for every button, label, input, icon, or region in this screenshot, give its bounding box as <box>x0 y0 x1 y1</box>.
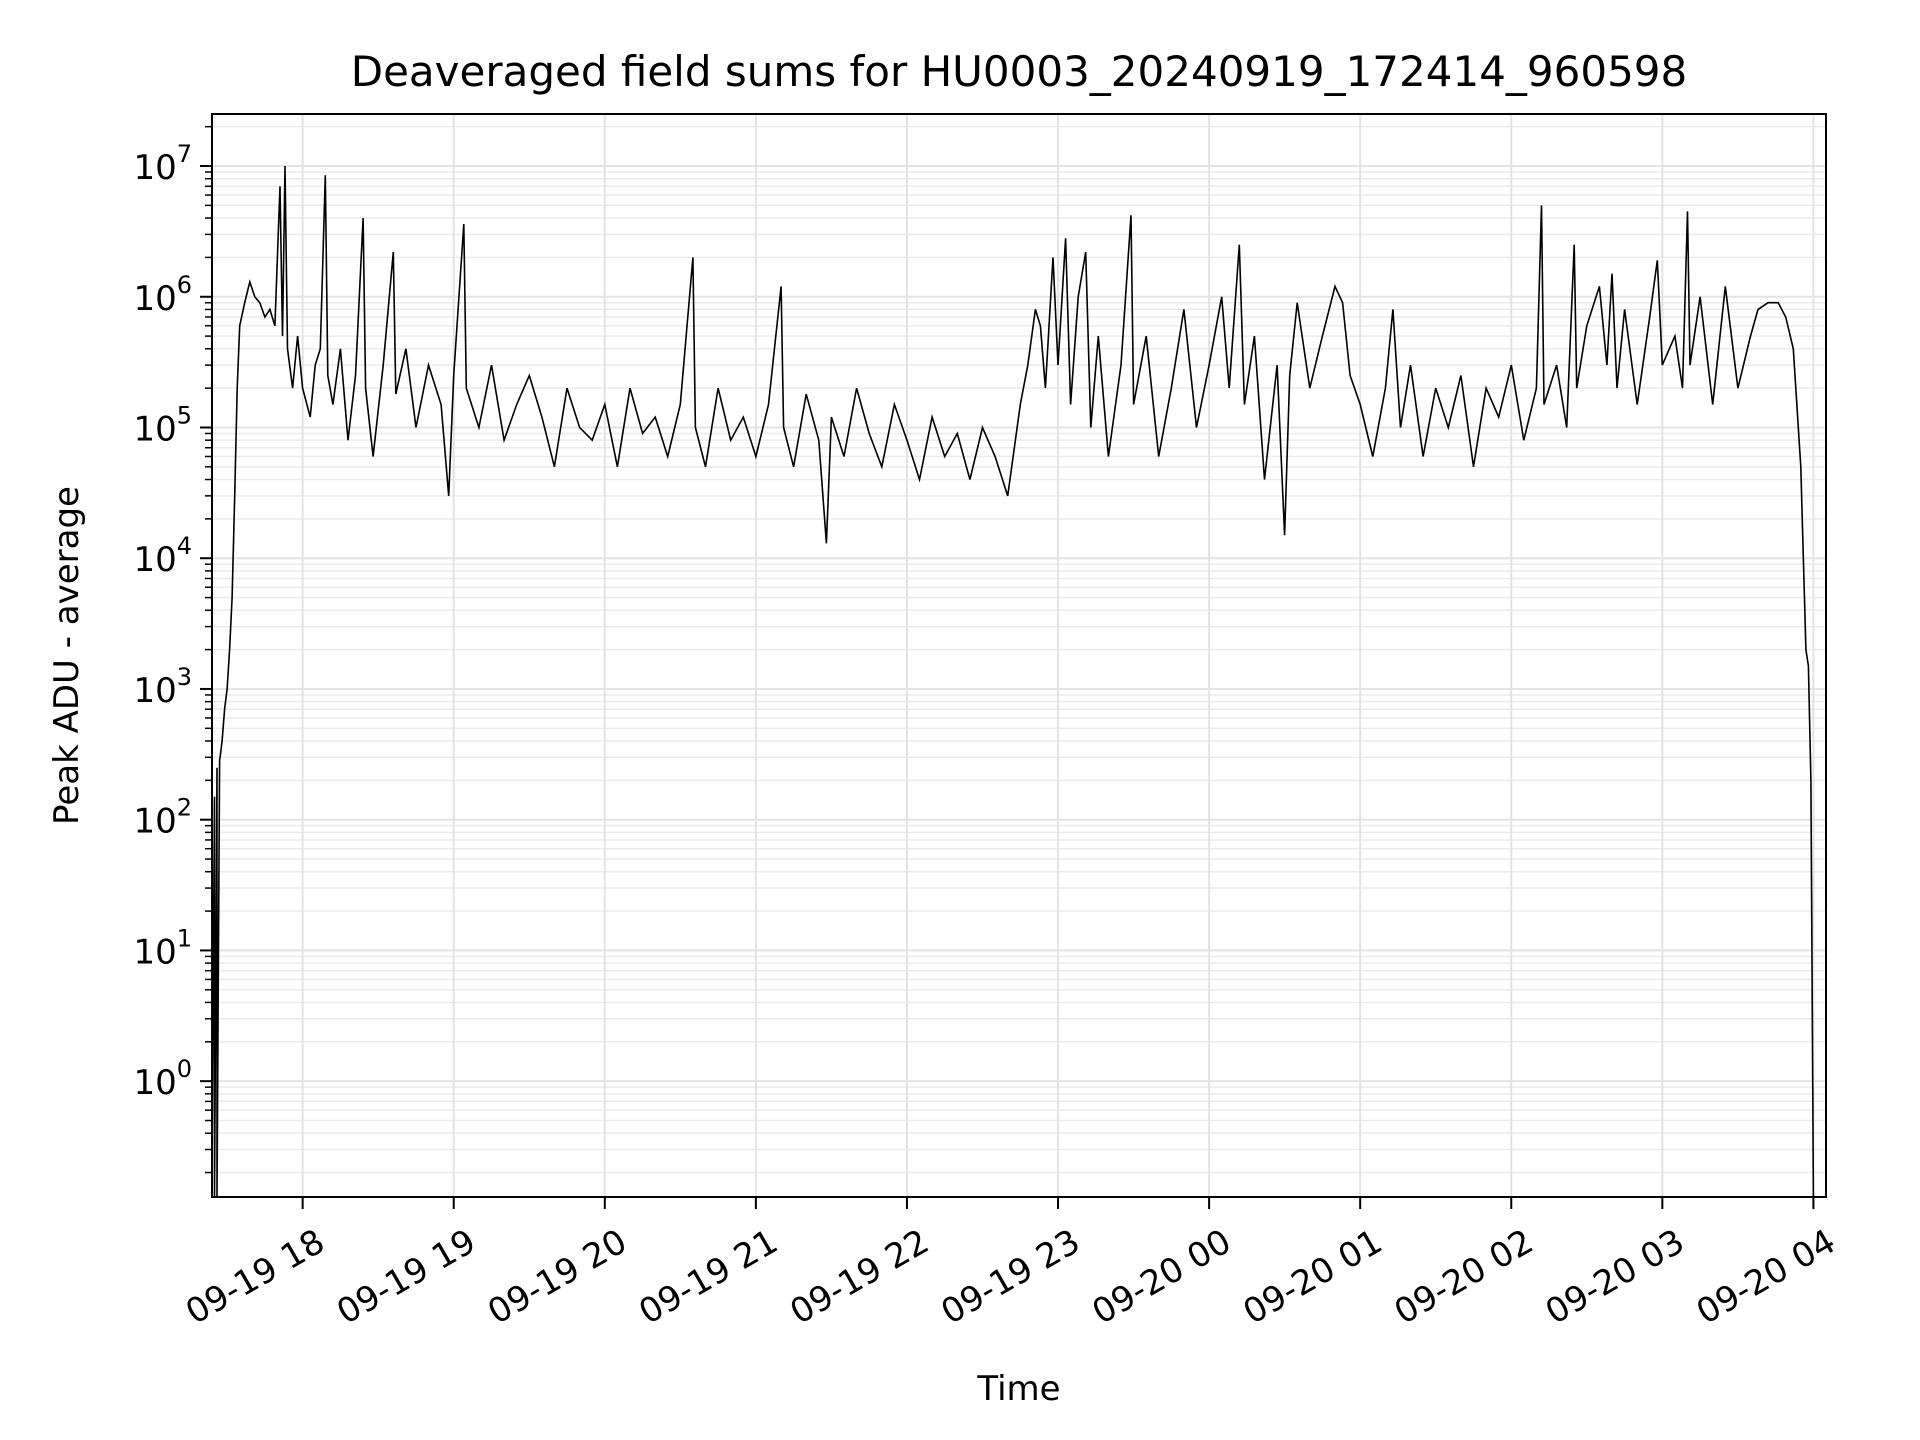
y-tick-base: 10 <box>133 279 176 319</box>
y-tick-exponent: 4 <box>177 532 192 560</box>
y-tick-label: 100 <box>133 1055 192 1103</box>
y-tick-exponent: 6 <box>177 271 192 299</box>
x-tick-label: 09-19 22 <box>783 1222 935 1333</box>
data-series-line <box>211 165 1815 1198</box>
x-tick-label: 09-19 23 <box>935 1222 1087 1333</box>
y-tick-label: 106 <box>133 271 192 319</box>
data-layer <box>211 165 1815 1198</box>
y-tick-base: 10 <box>133 802 176 842</box>
y-tick-exponent: 7 <box>177 140 192 168</box>
x-tick-label: 09-20 04 <box>1690 1222 1842 1333</box>
y-tick-exponent: 5 <box>177 401 192 429</box>
y-tick-label: 101 <box>133 924 192 972</box>
y-tick-base: 10 <box>133 540 176 580</box>
x-tick-label: 09-20 02 <box>1388 1222 1540 1333</box>
y-tick-label: 103 <box>133 663 192 711</box>
y-axis-label: Peak ADU - average <box>47 486 87 825</box>
y-tick-exponent: 1 <box>177 924 192 952</box>
y-tick-label: 102 <box>133 794 192 842</box>
y-tick-exponent: 3 <box>177 663 192 691</box>
y-tick-base: 10 <box>133 671 176 711</box>
x-tick-label: 09-19 18 <box>179 1222 331 1333</box>
x-tick-label: 09-19 21 <box>632 1222 784 1333</box>
y-tick-base: 10 <box>133 409 176 449</box>
x-axis-label: Time <box>976 1369 1060 1409</box>
x-tick-label: 09-19 20 <box>481 1222 633 1333</box>
x-tick-label: 09-20 01 <box>1237 1222 1389 1333</box>
y-tick-label: 105 <box>133 401 192 449</box>
x-tick-label: 09-19 19 <box>330 1222 482 1333</box>
x-tick-label: 09-20 03 <box>1539 1222 1691 1333</box>
y-tick-exponent: 2 <box>177 794 192 822</box>
y-tick-label: 104 <box>133 532 192 580</box>
y-tick-exponent: 0 <box>177 1055 192 1083</box>
y-tick-label: 107 <box>133 140 192 188</box>
y-tick-base: 10 <box>133 148 176 188</box>
x-tick-label: 09-20 00 <box>1086 1222 1238 1333</box>
grid <box>212 114 1826 1197</box>
y-tick-base: 10 <box>133 932 176 972</box>
y-tick-base: 10 <box>133 1063 176 1103</box>
plot-frame <box>211 113 1827 1198</box>
chart-title: Deaveraged field sums for HU0003_2024091… <box>351 47 1688 96</box>
